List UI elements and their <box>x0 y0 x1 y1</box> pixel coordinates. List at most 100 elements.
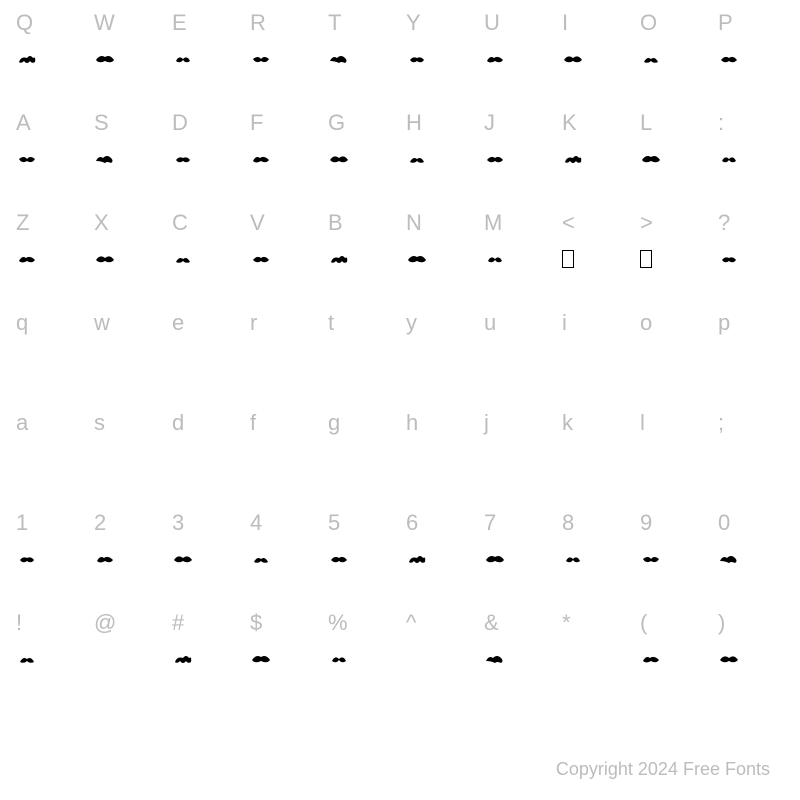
key-label: Z <box>16 208 29 238</box>
glyph-preview <box>250 144 272 174</box>
char-cell: 4 <box>244 508 322 608</box>
key-label: ( <box>640 608 647 638</box>
key-label: 2 <box>94 508 106 538</box>
char-cell: w <box>88 308 166 408</box>
char-cell: B <box>322 208 400 308</box>
key-label: ? <box>718 208 730 238</box>
key-label: 1 <box>16 508 28 538</box>
char-cell: 1 <box>10 508 88 608</box>
key-label: T <box>328 8 341 38</box>
char-cell: h <box>400 408 478 508</box>
ornament-icon <box>562 52 584 66</box>
char-cell: # <box>166 608 244 708</box>
ornament-icon <box>250 52 272 66</box>
glyph-preview <box>562 544 584 574</box>
char-cell: < <box>556 208 634 308</box>
glyph-preview <box>484 144 506 174</box>
key-label: r <box>250 308 257 338</box>
key-label: L <box>640 108 652 138</box>
char-cell: C <box>166 208 244 308</box>
ornament-icon <box>328 652 350 666</box>
char-cell: d <box>166 408 244 508</box>
glyph-preview <box>718 144 740 174</box>
char-cell: ) <box>712 608 790 708</box>
char-cell: r <box>244 308 322 408</box>
ornament-icon <box>484 652 506 666</box>
ornament-icon <box>16 252 38 266</box>
key-label: M <box>484 208 502 238</box>
ornament-icon <box>94 252 116 266</box>
key-label: : <box>718 108 724 138</box>
glyph-preview <box>172 44 194 74</box>
char-cell: S <box>88 108 166 208</box>
missing-glyph-box <box>640 250 652 268</box>
glyph-preview <box>16 144 38 174</box>
key-label: U <box>484 8 500 38</box>
key-label: > <box>640 208 653 238</box>
ornament-icon <box>484 552 506 566</box>
key-label: y <box>406 308 417 338</box>
ornament-icon <box>718 552 740 566</box>
glyph-preview <box>250 644 272 674</box>
key-label: 6 <box>406 508 418 538</box>
glyph-preview <box>718 544 740 574</box>
char-cell: s <box>88 408 166 508</box>
ornament-icon <box>640 152 662 166</box>
ornament-icon <box>94 52 116 66</box>
char-cell: K <box>556 108 634 208</box>
key-label: Q <box>16 8 33 38</box>
char-cell: f <box>244 408 322 508</box>
glyph-preview <box>718 644 740 674</box>
ornament-icon <box>484 152 506 166</box>
key-label: q <box>16 308 28 338</box>
key-label: P <box>718 8 733 38</box>
char-cell: q <box>10 308 88 408</box>
char-cell: p <box>712 308 790 408</box>
ornament-icon <box>172 52 194 66</box>
glyph-preview <box>94 544 116 574</box>
glyph-preview <box>640 644 662 674</box>
glyph-preview <box>94 244 116 274</box>
key-label: J <box>484 108 495 138</box>
glyph-preview <box>328 44 350 74</box>
glyph-preview <box>172 144 194 174</box>
char-cell: 7 <box>478 508 556 608</box>
char-cell: Q <box>10 8 88 108</box>
char-cell: j <box>478 408 556 508</box>
char-cell: & <box>478 608 556 708</box>
ornament-icon <box>640 52 662 66</box>
key-label: G <box>328 108 345 138</box>
char-cell: @ <box>88 608 166 708</box>
char-cell: N <box>400 208 478 308</box>
ornament-icon <box>250 152 272 166</box>
ornament-icon <box>718 152 740 166</box>
ornament-icon <box>328 52 350 66</box>
char-cell: ; <box>712 408 790 508</box>
char-cell: : <box>712 108 790 208</box>
ornament-icon <box>718 52 740 66</box>
key-label: E <box>172 8 187 38</box>
key-label: d <box>172 408 184 438</box>
glyph-preview <box>328 544 350 574</box>
key-label: & <box>484 608 499 638</box>
char-cell: A <box>10 108 88 208</box>
char-cell: ( <box>634 608 712 708</box>
char-cell: 9 <box>634 508 712 608</box>
char-cell: O <box>634 8 712 108</box>
char-cell: L <box>634 108 712 208</box>
key-label: s <box>94 408 105 438</box>
char-cell: H <box>400 108 478 208</box>
char-cell: i <box>556 308 634 408</box>
char-cell: a <box>10 408 88 508</box>
key-label: w <box>94 308 110 338</box>
char-cell: ^ <box>400 608 478 708</box>
key-label: 0 <box>718 508 730 538</box>
char-cell: ! <box>10 608 88 708</box>
key-label: N <box>406 208 422 238</box>
glyph-preview <box>718 244 740 274</box>
ornament-icon <box>406 552 428 566</box>
key-label: p <box>718 308 730 338</box>
char-cell: Z <box>10 208 88 308</box>
glyph-preview <box>16 44 38 74</box>
char-cell: Y <box>400 8 478 108</box>
